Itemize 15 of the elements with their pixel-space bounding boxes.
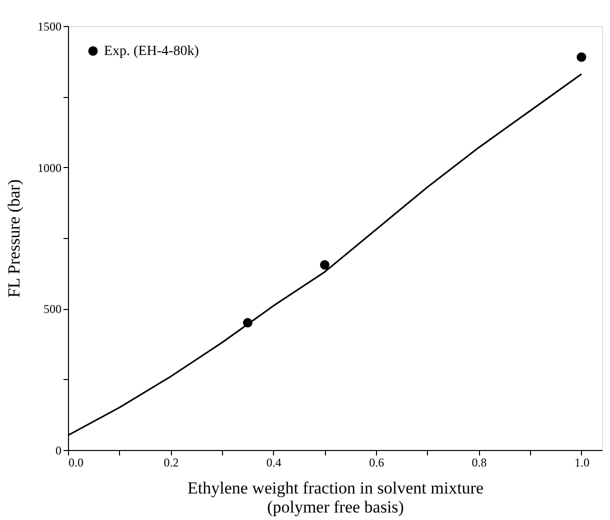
x-tick-label: 1.0 <box>574 456 590 470</box>
x-tick-label: 0.8 <box>472 456 487 470</box>
y-tick-label: 1000 <box>38 160 62 175</box>
legend-label: Exp. (EH-4-80k) <box>104 44 200 59</box>
x-tick-label: 0.2 <box>164 456 179 470</box>
x-tick-label: 0.6 <box>369 456 384 470</box>
point <box>320 260 330 270</box>
y-tick-label: 0 <box>56 444 62 458</box>
y-tick-label: 1500 <box>38 20 62 34</box>
text: 0.0 <box>68 456 84 470</box>
point <box>576 52 586 62</box>
x-tick-label: 0.4 <box>266 456 282 470</box>
x-axis-title: Ethylene weight fraction in solvent mixture (polymer free basis) <box>187 478 484 516</box>
y-axis-title: FL Pressure (bar) <box>4 179 24 298</box>
y-tick-label: 500 <box>44 302 62 316</box>
